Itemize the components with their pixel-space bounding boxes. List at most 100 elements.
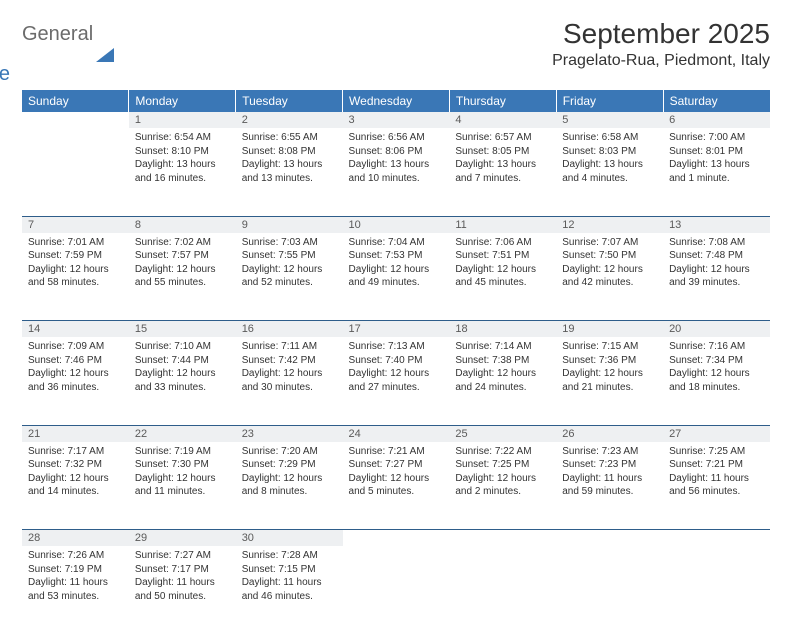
day-cell: Sunrise: 7:13 AMSunset: 7:40 PMDaylight:…	[343, 337, 450, 425]
daynum-row: 123456	[22, 112, 770, 128]
day-content: Sunrise: 6:58 AMSunset: 8:03 PMDaylight:…	[556, 128, 663, 189]
day-cell: Sunrise: 7:25 AMSunset: 7:21 PMDaylight:…	[663, 442, 770, 530]
day-cell	[343, 546, 450, 634]
daynum-row: 14151617181920	[22, 321, 770, 338]
sunset-text: Sunset: 8:06 PM	[349, 145, 444, 159]
weekday-header: Sunday	[22, 90, 129, 112]
sunset-text: Sunset: 7:53 PM	[349, 249, 444, 263]
day-number: 8	[129, 216, 236, 233]
daylight-text: Daylight: 11 hours and 56 minutes.	[669, 472, 764, 499]
weekday-row: Sunday Monday Tuesday Wednesday Thursday…	[22, 90, 770, 112]
day-cell	[449, 546, 556, 634]
day-number: 16	[236, 321, 343, 338]
week-row: Sunrise: 7:01 AMSunset: 7:59 PMDaylight:…	[22, 233, 770, 321]
day-content: Sunrise: 7:00 AMSunset: 8:01 PMDaylight:…	[663, 128, 770, 189]
sunrise-text: Sunrise: 7:10 AM	[135, 340, 230, 354]
daynum-row: 78910111213	[22, 216, 770, 233]
day-content: Sunrise: 7:11 AMSunset: 7:42 PMDaylight:…	[236, 337, 343, 398]
daylight-text: Daylight: 12 hours and 21 minutes.	[562, 367, 657, 394]
day-number: 12	[556, 216, 663, 233]
day-content: Sunrise: 7:04 AMSunset: 7:53 PMDaylight:…	[343, 233, 450, 294]
daylight-text: Daylight: 12 hours and 42 minutes.	[562, 263, 657, 290]
day-cell: Sunrise: 7:01 AMSunset: 7:59 PMDaylight:…	[22, 233, 129, 321]
day-number: 6	[663, 112, 770, 128]
day-cell: Sunrise: 7:26 AMSunset: 7:19 PMDaylight:…	[22, 546, 129, 634]
day-cell: Sunrise: 7:09 AMSunset: 7:46 PMDaylight:…	[22, 337, 129, 425]
day-cell: Sunrise: 6:58 AMSunset: 8:03 PMDaylight:…	[556, 128, 663, 216]
day-content: Sunrise: 6:55 AMSunset: 8:08 PMDaylight:…	[236, 128, 343, 189]
daylight-text: Daylight: 13 hours and 13 minutes.	[242, 158, 337, 185]
weekday-header: Tuesday	[236, 90, 343, 112]
day-content: Sunrise: 7:27 AMSunset: 7:17 PMDaylight:…	[129, 546, 236, 607]
sunset-text: Sunset: 7:48 PM	[669, 249, 764, 263]
week-row: Sunrise: 7:17 AMSunset: 7:32 PMDaylight:…	[22, 442, 770, 530]
daylight-text: Daylight: 12 hours and 49 minutes.	[349, 263, 444, 290]
daylight-text: Daylight: 12 hours and 45 minutes.	[455, 263, 550, 290]
sunset-text: Sunset: 7:34 PM	[669, 354, 764, 368]
brand-part1: General	[22, 24, 93, 44]
day-content: Sunrise: 7:13 AMSunset: 7:40 PMDaylight:…	[343, 337, 450, 398]
day-number	[343, 530, 450, 547]
day-cell: Sunrise: 7:23 AMSunset: 7:23 PMDaylight:…	[556, 442, 663, 530]
sunset-text: Sunset: 7:38 PM	[455, 354, 550, 368]
day-number: 1	[129, 112, 236, 128]
sunrise-text: Sunrise: 7:06 AM	[455, 236, 550, 250]
day-number	[22, 112, 129, 128]
sunrise-text: Sunrise: 7:01 AM	[28, 236, 123, 250]
sail-icon	[96, 48, 114, 62]
sunrise-text: Sunrise: 7:28 AM	[242, 549, 337, 563]
sunset-text: Sunset: 7:25 PM	[455, 458, 550, 472]
daylight-text: Daylight: 12 hours and 58 minutes.	[28, 263, 123, 290]
day-content: Sunrise: 6:57 AMSunset: 8:05 PMDaylight:…	[449, 128, 556, 189]
sunset-text: Sunset: 7:30 PM	[135, 458, 230, 472]
sunrise-text: Sunrise: 7:04 AM	[349, 236, 444, 250]
sunset-text: Sunset: 7:51 PM	[455, 249, 550, 263]
day-content: Sunrise: 7:21 AMSunset: 7:27 PMDaylight:…	[343, 442, 450, 503]
day-cell	[556, 546, 663, 634]
daylight-text: Daylight: 12 hours and 18 minutes.	[669, 367, 764, 394]
daylight-text: Daylight: 11 hours and 53 minutes.	[28, 576, 123, 603]
sunrise-text: Sunrise: 7:21 AM	[349, 445, 444, 459]
brand-part2: Blue	[0, 64, 10, 84]
day-number: 9	[236, 216, 343, 233]
sunrise-text: Sunrise: 7:27 AM	[135, 549, 230, 563]
sunrise-text: Sunrise: 7:11 AM	[242, 340, 337, 354]
day-cell	[22, 128, 129, 216]
daylight-text: Daylight: 12 hours and 14 minutes.	[28, 472, 123, 499]
sunrise-text: Sunrise: 6:56 AM	[349, 131, 444, 145]
sunset-text: Sunset: 7:46 PM	[28, 354, 123, 368]
day-content: Sunrise: 7:16 AMSunset: 7:34 PMDaylight:…	[663, 337, 770, 398]
day-content: Sunrise: 7:10 AMSunset: 7:44 PMDaylight:…	[129, 337, 236, 398]
daylight-text: Daylight: 12 hours and 52 minutes.	[242, 263, 337, 290]
sunset-text: Sunset: 7:15 PM	[242, 563, 337, 577]
day-cell: Sunrise: 7:00 AMSunset: 8:01 PMDaylight:…	[663, 128, 770, 216]
daylight-text: Daylight: 12 hours and 11 minutes.	[135, 472, 230, 499]
sunrise-text: Sunrise: 7:14 AM	[455, 340, 550, 354]
day-cell: Sunrise: 6:56 AMSunset: 8:06 PMDaylight:…	[343, 128, 450, 216]
day-number: 20	[663, 321, 770, 338]
day-number: 13	[663, 216, 770, 233]
daylight-text: Daylight: 12 hours and 55 minutes.	[135, 263, 230, 290]
day-content: Sunrise: 7:09 AMSunset: 7:46 PMDaylight:…	[22, 337, 129, 398]
sunset-text: Sunset: 7:59 PM	[28, 249, 123, 263]
weekday-header: Wednesday	[343, 90, 450, 112]
day-number: 23	[236, 425, 343, 442]
daylight-text: Daylight: 12 hours and 39 minutes.	[669, 263, 764, 290]
sunset-text: Sunset: 7:23 PM	[562, 458, 657, 472]
sunrise-text: Sunrise: 7:17 AM	[28, 445, 123, 459]
day-cell: Sunrise: 6:57 AMSunset: 8:05 PMDaylight:…	[449, 128, 556, 216]
day-cell: Sunrise: 6:54 AMSunset: 8:10 PMDaylight:…	[129, 128, 236, 216]
day-number: 4	[449, 112, 556, 128]
day-content: Sunrise: 7:15 AMSunset: 7:36 PMDaylight:…	[556, 337, 663, 398]
sunset-text: Sunset: 7:42 PM	[242, 354, 337, 368]
weekday-header: Friday	[556, 90, 663, 112]
sunrise-text: Sunrise: 7:23 AM	[562, 445, 657, 459]
day-number: 30	[236, 530, 343, 547]
day-number: 26	[556, 425, 663, 442]
daylight-text: Daylight: 13 hours and 16 minutes.	[135, 158, 230, 185]
sunrise-text: Sunrise: 7:22 AM	[455, 445, 550, 459]
sunset-text: Sunset: 8:05 PM	[455, 145, 550, 159]
day-number: 3	[343, 112, 450, 128]
day-content: Sunrise: 7:17 AMSunset: 7:32 PMDaylight:…	[22, 442, 129, 503]
sunset-text: Sunset: 8:08 PM	[242, 145, 337, 159]
